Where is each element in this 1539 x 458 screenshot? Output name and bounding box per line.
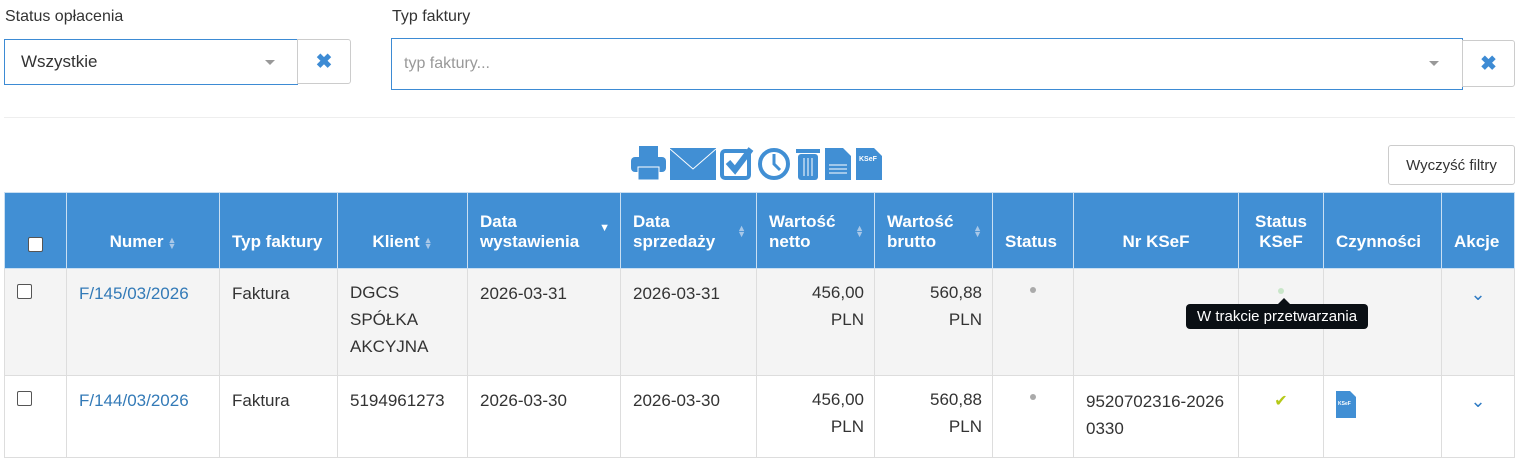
payment-status-value: Wszystkie: [21, 52, 98, 71]
row-checkbox[interactable]: [17, 391, 32, 406]
header-data-wystawienia[interactable]: Data wystawienia ▼: [467, 192, 621, 269]
net-value: 456,00 PLN: [756, 268, 875, 376]
issue-date: 2026-03-31: [467, 268, 621, 376]
sort-icon: ▲ ▼: [167, 234, 177, 251]
table-row: F/144/03/2026 Faktura 5194961273 2026-03…: [4, 375, 1515, 458]
sort-icon: ▲ ▼: [737, 223, 746, 239]
actions-cell: [1323, 268, 1442, 376]
row-checkbox[interactable]: [17, 284, 32, 299]
ksef-processing-icon[interactable]: [1278, 288, 1284, 294]
status-dot-icon: [1030, 287, 1036, 293]
header-data-sprzedazy[interactable]: Data sprzedaży ▲ ▼: [620, 192, 757, 269]
header-status: Status: [992, 192, 1074, 269]
table-row: F/145/03/2026 Faktura DGCS SPÓŁKA AKCYJN…: [4, 268, 1515, 376]
sort-icon: ▲ ▼: [423, 234, 433, 251]
sale-date: 2026-03-30: [620, 375, 757, 458]
svg-text:KSeF: KSeF: [859, 156, 878, 163]
header-typ: Typ faktury: [219, 192, 338, 269]
payment-status-label: Status opłacenia: [5, 8, 124, 25]
toolbar: KSeF: [630, 145, 883, 181]
clear-filters-button[interactable]: Wyczyść filtry: [1388, 145, 1515, 185]
select-all-checkbox[interactable]: [28, 237, 43, 252]
invoice-type-label: Typ faktury: [392, 8, 471, 25]
chevron-down-icon: [265, 60, 275, 65]
divider: [4, 117, 1515, 118]
sort-desc-icon: ▼: [599, 222, 610, 234]
client: 5194961273: [337, 375, 468, 458]
tooltip: W trakcie przetwarzania: [1186, 298, 1369, 329]
header-netto[interactable]: Wartość netto ▲ ▼: [756, 192, 875, 269]
sale-date: 2026-03-31: [620, 268, 757, 376]
gross-value: 560,88 PLN: [874, 268, 993, 376]
clock-icon[interactable]: [757, 145, 792, 181]
invoice-type-placeholder: typ faktury...: [404, 55, 490, 72]
ksef-number: [1073, 268, 1239, 376]
ksef-document-icon[interactable]: KSeF: [855, 145, 883, 181]
trash-icon[interactable]: [795, 145, 821, 181]
header-czynnosci: Czynności: [1323, 192, 1442, 269]
header-status-ksef: Status KSeF: [1238, 192, 1324, 269]
chevron-down-icon[interactable]: ⌄: [1470, 284, 1486, 304]
gross-value: 560,88 PLN: [874, 375, 993, 458]
clear-invoice-type-button[interactable]: ✖: [1462, 40, 1515, 87]
sort-icon: ▲ ▼: [855, 223, 864, 239]
header-klient[interactable]: Klient ▲ ▼: [337, 192, 468, 269]
issue-date: 2026-03-30: [467, 375, 621, 458]
invoices-table: Numer ▲ ▼ Typ faktury Klient ▲ ▼ Data wystaw…: [4, 192, 1515, 458]
invoice-type: Faktura: [219, 375, 338, 458]
header-akcje: Akcje: [1441, 192, 1515, 269]
clear-payment-status-button[interactable]: ✖: [297, 39, 351, 84]
ksef-document-icon[interactable]: KSeF: [1336, 391, 1356, 418]
print-icon[interactable]: [630, 145, 667, 181]
net-value: 456,00 PLN: [756, 375, 875, 458]
client: DGCS SPÓŁKA AKCYJNA: [337, 268, 468, 376]
ksef-number: 9520702316-20260330: [1073, 375, 1239, 458]
ksef-accepted-check-icon: ✔: [1274, 393, 1288, 410]
chevron-down-icon: [1429, 61, 1439, 66]
payment-status-select[interactable]: Wszystkie: [4, 39, 298, 85]
header-brutto[interactable]: Wartość brutto ▲ ▼: [874, 192, 993, 269]
invoice-number-link[interactable]: F/145/03/2026: [79, 284, 189, 303]
document-icon[interactable]: [824, 145, 852, 181]
header-nr-ksef: Nr KSeF: [1073, 192, 1239, 269]
table-header: Numer ▲ ▼ Typ faktury Klient ▲ ▼ Data wystaw…: [4, 192, 1515, 269]
sort-icon: ▲ ▼: [973, 223, 982, 239]
svg-text:KSeF: KSeF: [1338, 401, 1351, 407]
checkbox-icon[interactable]: [719, 145, 754, 181]
invoice-number-link[interactable]: F/144/03/2026: [79, 391, 189, 410]
envelope-icon[interactable]: [670, 145, 716, 181]
invoice-type: Faktura: [219, 268, 338, 376]
invoice-type-select[interactable]: typ faktury...: [391, 38, 1463, 90]
header-numer[interactable]: Numer ▲ ▼: [66, 192, 220, 269]
chevron-down-icon[interactable]: ⌄: [1470, 391, 1486, 411]
status-dot-icon: [1030, 394, 1036, 400]
